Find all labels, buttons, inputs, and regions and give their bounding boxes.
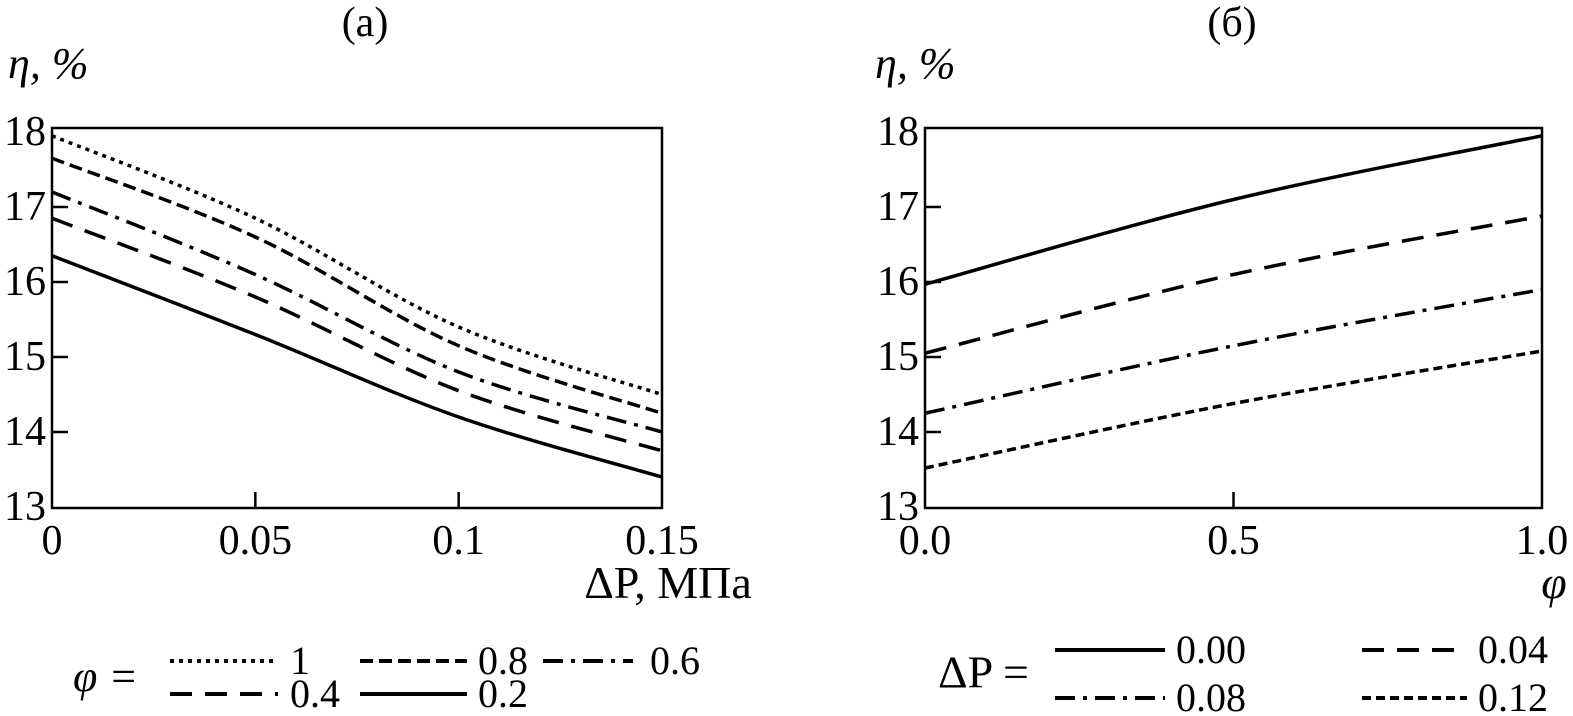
- chart-b-x-tick-label: 0.5: [1207, 518, 1260, 564]
- chart-a-curve-0.6: [51, 190, 663, 434]
- chart-b-curve-0.00: [924, 134, 1543, 286]
- chart-b-curve-0.04: [924, 214, 1543, 355]
- chart-b-title: (б): [1207, 0, 1257, 46]
- chart-a-legend-label-0.2: 0.2: [478, 671, 528, 716]
- chart-b-y-tick-label: 17: [877, 183, 919, 230]
- chart-a-y-tick-label: 17: [4, 183, 46, 230]
- chart-a-y-axis-label: η, %: [8, 39, 89, 88]
- chart-a-y-tick-label: 16: [4, 258, 46, 305]
- chart-a-x-tick-label: 0: [41, 518, 63, 564]
- chart-a-y-tick-label: 15: [4, 333, 46, 380]
- chart-b-x-tick-label: 0.0: [898, 518, 952, 564]
- chart-a-curve-0.4: [51, 216, 663, 453]
- chart-b-y-tick-label: 16: [877, 258, 919, 305]
- chart-b-x-tick-label: 1.0: [1515, 518, 1569, 564]
- chart-b-legend-label-0.08: 0.08: [1176, 675, 1246, 716]
- chart-b-y-tick-label: 18: [877, 108, 919, 155]
- chart-a-x-tick-label: 0.05: [218, 518, 293, 564]
- chart-a-y-tick-label: 18: [4, 108, 46, 155]
- chart-a-legend-label-0.6: 0.6: [650, 638, 700, 683]
- chart-a-plot-box: [50, 126, 664, 510]
- chart-a-x-tick-label: 0.15: [625, 518, 699, 564]
- chart-b-x-axis-label: φ: [1541, 557, 1567, 608]
- chart-a-legend-label-1: 1: [290, 638, 310, 683]
- chart-b-y-axis-label: η, %: [875, 39, 956, 88]
- chart-a-y-tick-label: 13: [4, 483, 46, 530]
- chart-b-curve-0.08: [924, 287, 1543, 415]
- chart-a-legend-prefix: φ =: [73, 651, 139, 701]
- chart-a-x-tick-label: 0.1: [432, 518, 485, 564]
- chart-b-y-tick-label: 13: [877, 483, 919, 530]
- chart-a-legend-label-0.4: 0.4: [290, 671, 340, 716]
- chart-b-curve-0.12: [924, 349, 1543, 470]
- chart-a-title: (а): [341, 0, 389, 46]
- chart-b-legend-prefix: ΔP =: [938, 646, 1029, 698]
- chart-b-legend-label-0.04: 0.04: [1478, 627, 1548, 672]
- chart-b-y-tick-label: 14: [877, 408, 919, 455]
- chart-b-legend-label-0.12: 0.12: [1478, 675, 1548, 716]
- chart-b-y-tick-label: 15: [877, 333, 919, 380]
- chart-b-plot-box: [923, 126, 1544, 510]
- chart-b-legend-label-0.00: 0.00: [1176, 627, 1246, 672]
- chart-a-curve-1: [51, 134, 663, 397]
- chart-a-curve-0.8: [51, 156, 663, 415]
- chart-a-y-tick-label: 14: [4, 408, 46, 455]
- chart-a-x-axis-label: ΔP, МПа: [584, 557, 752, 608]
- chart-a-curve-0.2: [51, 254, 663, 479]
- chart-a-legend-label-0.8: 0.8: [478, 638, 528, 683]
